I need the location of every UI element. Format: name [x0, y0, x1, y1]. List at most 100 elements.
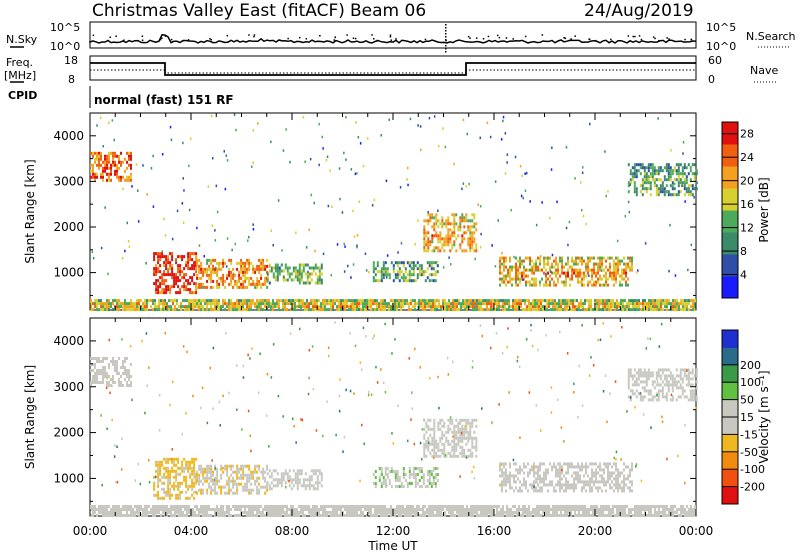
echo-cell [210, 470, 213, 474]
echo-cell [591, 268, 593, 272]
echo-cell [448, 308, 450, 312]
echo-cell [662, 302, 664, 306]
echo-cell [171, 252, 174, 256]
echo-cell [102, 305, 104, 309]
echo-cell [258, 270, 261, 274]
echo-cell [118, 381, 120, 384]
echo-cell [639, 398, 642, 402]
echo-cell [641, 374, 644, 378]
echo-cell [250, 473, 253, 477]
echo-cell [232, 276, 235, 280]
echo-cell [176, 308, 178, 312]
echo-cell [312, 508, 314, 511]
echo-cell [177, 267, 180, 271]
echo-region [423, 213, 478, 253]
colorbar-segment [722, 166, 738, 189]
echo-cell [302, 481, 305, 485]
echo-cell [270, 308, 272, 312]
echo-cell [185, 475, 188, 479]
echo-cell [185, 478, 188, 482]
echo-cell [116, 363, 118, 366]
echo-cell [316, 278, 319, 282]
echo-cell [256, 508, 258, 511]
echo-cell [515, 474, 517, 478]
echo-cell [218, 514, 220, 517]
echo-cell [693, 392, 696, 396]
echo-cell [280, 475, 283, 479]
echo-cell [447, 228, 450, 232]
echo-cell [633, 169, 636, 173]
echo-cell [380, 267, 383, 271]
echo-cell [451, 243, 454, 247]
echo-cell [507, 268, 509, 272]
echo-cell [513, 480, 515, 484]
echo-cell [561, 259, 563, 263]
echo-cell [165, 267, 168, 271]
echo-cell [498, 299, 500, 303]
echo-cell [571, 268, 573, 272]
echo-cell [689, 193, 692, 197]
echo-cell [358, 299, 360, 303]
echo-cell [549, 265, 551, 269]
echo-cell [669, 193, 672, 197]
echo-cell [499, 283, 501, 287]
echo-cell [531, 483, 533, 487]
echo-cell [675, 374, 678, 378]
echo-cell [157, 291, 160, 295]
echo-cell [360, 302, 362, 306]
echo-cell [478, 299, 480, 303]
echo-cell [543, 483, 545, 487]
echo-cell [108, 381, 110, 384]
echo-cell [354, 511, 356, 514]
echo-cell [238, 261, 241, 265]
echo-cell [664, 302, 666, 306]
echo-cell [360, 514, 362, 517]
echo-cell [169, 267, 172, 271]
echo-cell [356, 244, 358, 247]
echo-cell [627, 474, 629, 478]
echo-cell [603, 268, 605, 272]
echo-cell [621, 486, 623, 490]
echo-cell [430, 470, 433, 473]
echo-cell [378, 279, 381, 283]
echo-cell [98, 372, 100, 375]
echo-cell [639, 395, 642, 399]
echo-cell [687, 398, 690, 402]
echo-cell [459, 243, 462, 247]
echo-cell [159, 252, 162, 256]
echo-cell [146, 514, 148, 517]
echo-cell [501, 483, 503, 487]
echo-cell [402, 261, 405, 265]
echo-cell [380, 470, 383, 473]
echo-cell [256, 491, 259, 495]
echo-cell [173, 463, 176, 467]
echo-cell [655, 190, 658, 194]
echo-cell [258, 264, 261, 268]
echo-cell [136, 511, 138, 514]
echo-cell [675, 368, 678, 372]
echo-cell [216, 299, 218, 303]
echo-cell [589, 122, 591, 126]
echo-cell [191, 472, 194, 476]
echo-cell [486, 302, 488, 306]
echo-cell [535, 277, 537, 281]
echo-cell [352, 299, 354, 303]
echo-cell [571, 277, 573, 281]
echo-cell [610, 299, 612, 303]
echo-cell [515, 280, 517, 284]
echo-cell [236, 473, 239, 477]
echo-cell [671, 386, 674, 390]
echo-cell [204, 267, 207, 271]
echo-cell [356, 172, 358, 175]
echo-cell [306, 505, 308, 508]
echo-cell [242, 264, 245, 268]
echo-cell [294, 472, 297, 476]
echo-cell [486, 299, 488, 303]
nsearch-point [424, 38, 427, 41]
echo-cell [187, 282, 190, 286]
echo-cell [547, 259, 549, 263]
echo-cell [441, 430, 444, 434]
echo-cell [651, 395, 654, 399]
echo-cell [246, 305, 248, 309]
echo-cell [469, 430, 472, 434]
